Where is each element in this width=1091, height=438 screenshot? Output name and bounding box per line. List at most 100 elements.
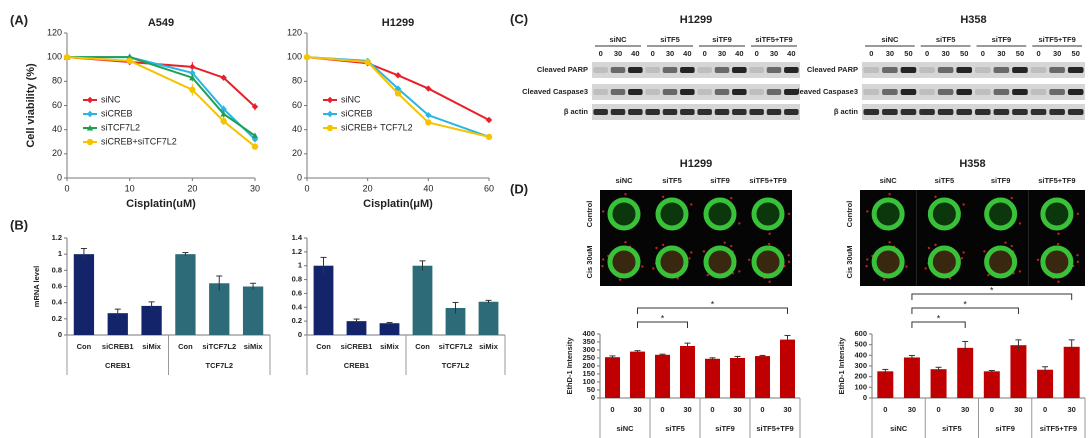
y-tick-label: 400: [582, 329, 595, 338]
spheroid: [703, 245, 737, 279]
blot-band: [593, 109, 608, 115]
x-tick-label: 0: [64, 183, 69, 193]
x-tick-label: 30: [1068, 405, 1076, 414]
dose-label: 30: [718, 49, 726, 58]
blot-band: [1030, 109, 1047, 115]
significance-label: *: [990, 285, 994, 295]
dead-cell: [652, 267, 655, 270]
y-tick-label: 0.8: [52, 265, 62, 274]
y-tick-label: 300: [854, 361, 867, 370]
blot-row-label: Cleaved PARP: [537, 65, 588, 74]
significance-bracket: [911, 293, 1073, 300]
marker: [425, 119, 432, 126]
bar: [73, 254, 95, 335]
dead-cell: [1057, 232, 1060, 235]
marker: [189, 86, 196, 93]
marker: [251, 103, 259, 110]
x-tick-label: siTCF7L2: [202, 342, 236, 351]
y-axis-label: Cell viability (%): [25, 63, 37, 148]
x-tick-label: 30: [733, 405, 741, 414]
x-tick-label: 0: [304, 183, 309, 193]
y-tick-label: 100: [287, 52, 302, 62]
spheroid: [984, 245, 1018, 279]
dead-cell: [787, 212, 791, 216]
x-axis-label: Cisplatin(μM): [363, 198, 433, 210]
legend-label: siNC: [341, 94, 361, 104]
x-tick-label: 0: [936, 405, 940, 414]
dead-cell: [768, 232, 771, 235]
blot-band: [937, 67, 954, 73]
marker: [303, 53, 311, 61]
dead-cell: [676, 277, 679, 280]
dose-label: 0: [1036, 49, 1040, 58]
dead-cell: [787, 260, 791, 264]
blot-band: [919, 67, 935, 73]
blot-band: [766, 109, 782, 115]
bar: [107, 313, 128, 335]
y-tick-label: 80: [292, 76, 302, 86]
dead-cell: [618, 278, 622, 281]
x-tick-label: siMix: [142, 342, 162, 351]
dead-cell: [747, 258, 751, 262]
blot-row-label: Cleaved Caspase3: [522, 87, 588, 96]
bar: [313, 265, 334, 335]
blot-band: [610, 67, 626, 73]
x-tick-label: siMix: [479, 342, 499, 351]
dead-cell: [601, 210, 605, 213]
significance-label: *: [963, 299, 967, 309]
x-tick-label: 30: [908, 405, 916, 414]
blot-band: [662, 109, 678, 115]
blot-band: [974, 67, 991, 73]
dead-cell: [1056, 242, 1060, 246]
y-tick-label: 1.4: [292, 233, 303, 242]
bar: [903, 357, 920, 398]
dose-label: 30: [886, 49, 894, 58]
dead-cell: [730, 196, 733, 200]
y-tick-label: 400: [854, 350, 867, 359]
group-label: siNC: [890, 424, 908, 433]
bar: [412, 265, 433, 335]
marker: [220, 110, 227, 117]
dose-label: 40: [787, 49, 795, 58]
dead-cell: [934, 195, 937, 199]
spheroid: [703, 197, 737, 231]
y-tick-label: 0.2: [292, 316, 302, 325]
x-tick-label: 0: [990, 405, 994, 414]
legend-label: siCREB+siTCF7L2: [101, 136, 177, 146]
image-column-label: siTF5+TF9: [1038, 176, 1075, 185]
blot-band: [610, 109, 626, 115]
bar: [630, 351, 645, 398]
dead-cell: [1004, 241, 1007, 244]
image-column-label: siTF5+TF9: [749, 176, 786, 185]
marker: [86, 110, 94, 118]
chart-title: A549: [148, 17, 174, 29]
dead-cell: [962, 251, 965, 254]
blot-band: [882, 89, 898, 95]
panel-label: (D): [510, 181, 528, 196]
x-tick-label: 30: [250, 183, 260, 193]
blot-band: [919, 109, 935, 115]
y-tick-label: 0: [863, 393, 867, 402]
blot-band: [1012, 67, 1028, 73]
bar: [957, 347, 974, 398]
dose-label: 50: [1016, 49, 1024, 58]
dose-label: 0: [869, 49, 873, 58]
legend-label: siTCF7L2: [101, 122, 140, 132]
bar: [209, 283, 230, 335]
y-tick-label: 350: [582, 337, 595, 346]
blot-band: [937, 109, 954, 115]
x-tick-label: Con: [316, 342, 331, 351]
blot-band: [749, 67, 764, 73]
y-tick-label: 300: [582, 345, 595, 354]
significance-label: *: [661, 313, 665, 323]
dose-label: 50: [1072, 49, 1080, 58]
blot-band: [697, 67, 712, 73]
dead-cell: [1036, 258, 1040, 262]
x-tick-label: siMix: [380, 342, 400, 351]
blot-band: [680, 109, 695, 115]
y-tick-label: 0: [297, 172, 302, 182]
blot-band: [1030, 67, 1047, 73]
panel-label: (C): [510, 11, 528, 26]
blot-band: [993, 67, 1010, 73]
